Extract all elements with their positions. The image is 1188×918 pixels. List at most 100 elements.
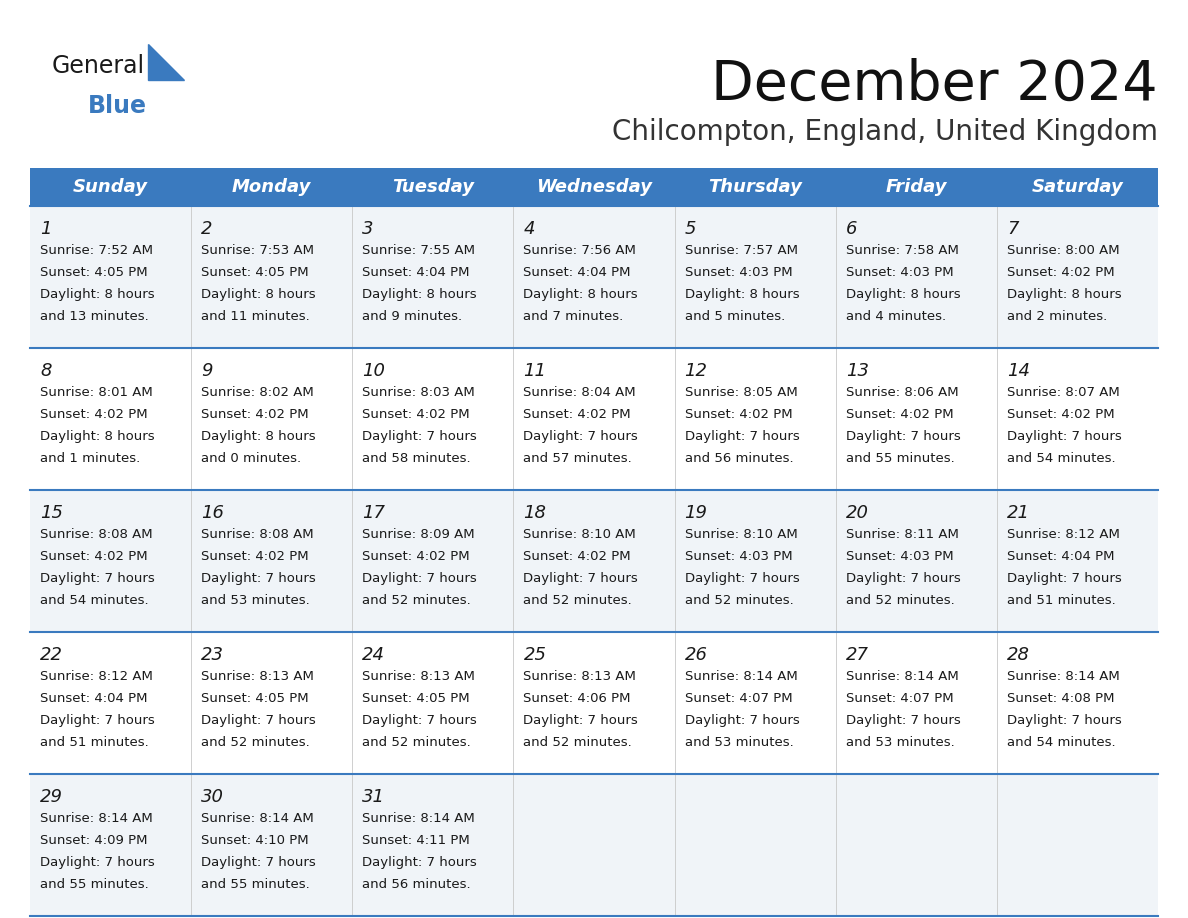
Text: and 0 minutes.: and 0 minutes.: [201, 452, 302, 465]
Bar: [30, 168, 1158, 206]
Text: 25: 25: [524, 646, 546, 664]
Text: Sunrise: 8:13 AM: Sunrise: 8:13 AM: [524, 670, 637, 683]
Text: Sunrise: 8:12 AM: Sunrise: 8:12 AM: [40, 670, 153, 683]
Text: Sunrise: 7:56 AM: Sunrise: 7:56 AM: [524, 244, 637, 257]
Text: Daylight: 8 hours: Daylight: 8 hours: [1007, 288, 1121, 301]
Text: Sunrise: 8:13 AM: Sunrise: 8:13 AM: [362, 670, 475, 683]
Text: Sunset: 4:03 PM: Sunset: 4:03 PM: [684, 550, 792, 563]
Text: Sunrise: 8:07 AM: Sunrise: 8:07 AM: [1007, 386, 1119, 399]
Text: Friday: Friday: [885, 178, 947, 196]
Text: and 53 minutes.: and 53 minutes.: [684, 736, 794, 749]
Text: Sunrise: 7:55 AM: Sunrise: 7:55 AM: [362, 244, 475, 257]
Text: Sunset: 4:02 PM: Sunset: 4:02 PM: [846, 408, 953, 421]
Text: 31: 31: [362, 788, 385, 806]
Text: Sunset: 4:04 PM: Sunset: 4:04 PM: [524, 266, 631, 279]
Text: 4: 4: [524, 220, 535, 238]
Text: and 55 minutes.: and 55 minutes.: [40, 878, 148, 891]
Text: and 55 minutes.: and 55 minutes.: [846, 452, 954, 465]
Text: 14: 14: [1007, 362, 1030, 380]
Text: Daylight: 7 hours: Daylight: 7 hours: [684, 430, 800, 443]
Text: Sunset: 4:02 PM: Sunset: 4:02 PM: [362, 550, 470, 563]
Text: Sunset: 4:02 PM: Sunset: 4:02 PM: [1007, 266, 1114, 279]
Text: and 52 minutes.: and 52 minutes.: [362, 594, 470, 607]
Text: Daylight: 8 hours: Daylight: 8 hours: [201, 288, 316, 301]
Text: General: General: [52, 54, 145, 78]
Text: Daylight: 7 hours: Daylight: 7 hours: [40, 856, 154, 869]
Text: and 54 minutes.: and 54 minutes.: [40, 594, 148, 607]
Text: Sunrise: 7:53 AM: Sunrise: 7:53 AM: [201, 244, 314, 257]
Text: Sunset: 4:09 PM: Sunset: 4:09 PM: [40, 834, 147, 847]
Text: Sunrise: 8:14 AM: Sunrise: 8:14 AM: [846, 670, 959, 683]
Text: Daylight: 7 hours: Daylight: 7 hours: [846, 430, 960, 443]
Text: and 9 minutes.: and 9 minutes.: [362, 310, 462, 323]
Text: Blue: Blue: [88, 94, 147, 118]
Text: Daylight: 7 hours: Daylight: 7 hours: [1007, 714, 1121, 727]
Text: Daylight: 7 hours: Daylight: 7 hours: [684, 572, 800, 585]
Bar: [30, 490, 1158, 632]
Text: Sunset: 4:11 PM: Sunset: 4:11 PM: [362, 834, 470, 847]
Text: and 51 minutes.: and 51 minutes.: [1007, 594, 1116, 607]
Text: Daylight: 7 hours: Daylight: 7 hours: [201, 856, 316, 869]
Text: 20: 20: [846, 504, 868, 522]
Text: and 55 minutes.: and 55 minutes.: [201, 878, 310, 891]
Text: and 52 minutes.: and 52 minutes.: [524, 736, 632, 749]
Text: and 52 minutes.: and 52 minutes.: [846, 594, 954, 607]
Text: Chilcompton, England, United Kingdom: Chilcompton, England, United Kingdom: [612, 118, 1158, 146]
Text: Sunrise: 8:01 AM: Sunrise: 8:01 AM: [40, 386, 153, 399]
Text: Sunset: 4:03 PM: Sunset: 4:03 PM: [846, 266, 953, 279]
Text: Sunrise: 7:52 AM: Sunrise: 7:52 AM: [40, 244, 153, 257]
Text: Sunset: 4:02 PM: Sunset: 4:02 PM: [524, 550, 631, 563]
Text: 29: 29: [40, 788, 63, 806]
Bar: [30, 774, 1158, 916]
Text: 12: 12: [684, 362, 708, 380]
Text: Daylight: 7 hours: Daylight: 7 hours: [362, 714, 478, 727]
Text: 21: 21: [1007, 504, 1030, 522]
Text: 17: 17: [362, 504, 385, 522]
Text: Sunrise: 8:10 AM: Sunrise: 8:10 AM: [524, 528, 637, 541]
Text: Wednesday: Wednesday: [536, 178, 652, 196]
Text: 13: 13: [846, 362, 868, 380]
Text: Sunset: 4:06 PM: Sunset: 4:06 PM: [524, 692, 631, 705]
Text: Sunrise: 8:08 AM: Sunrise: 8:08 AM: [40, 528, 152, 541]
Text: Sunset: 4:02 PM: Sunset: 4:02 PM: [201, 550, 309, 563]
Text: Sunrise: 8:04 AM: Sunrise: 8:04 AM: [524, 386, 636, 399]
Text: Sunrise: 8:14 AM: Sunrise: 8:14 AM: [201, 812, 314, 825]
Text: and 7 minutes.: and 7 minutes.: [524, 310, 624, 323]
Text: Sunset: 4:08 PM: Sunset: 4:08 PM: [1007, 692, 1114, 705]
Text: Thursday: Thursday: [708, 178, 802, 196]
Text: Daylight: 7 hours: Daylight: 7 hours: [201, 714, 316, 727]
Text: Sunday: Sunday: [74, 178, 148, 196]
Text: Sunrise: 8:11 AM: Sunrise: 8:11 AM: [846, 528, 959, 541]
Text: Daylight: 7 hours: Daylight: 7 hours: [524, 430, 638, 443]
Text: and 56 minutes.: and 56 minutes.: [362, 878, 470, 891]
Text: 19: 19: [684, 504, 708, 522]
Text: Sunset: 4:05 PM: Sunset: 4:05 PM: [40, 266, 147, 279]
Text: Sunset: 4:05 PM: Sunset: 4:05 PM: [362, 692, 470, 705]
Text: Sunset: 4:04 PM: Sunset: 4:04 PM: [40, 692, 147, 705]
Text: Sunset: 4:05 PM: Sunset: 4:05 PM: [201, 692, 309, 705]
Text: 22: 22: [40, 646, 63, 664]
Text: 24: 24: [362, 646, 385, 664]
Text: and 57 minutes.: and 57 minutes.: [524, 452, 632, 465]
Text: Sunrise: 8:13 AM: Sunrise: 8:13 AM: [201, 670, 314, 683]
Text: Sunrise: 8:14 AM: Sunrise: 8:14 AM: [40, 812, 153, 825]
Text: and 2 minutes.: and 2 minutes.: [1007, 310, 1107, 323]
Text: Sunrise: 8:14 AM: Sunrise: 8:14 AM: [362, 812, 475, 825]
Text: 27: 27: [846, 646, 868, 664]
Text: and 54 minutes.: and 54 minutes.: [1007, 736, 1116, 749]
Text: 7: 7: [1007, 220, 1018, 238]
Text: Daylight: 8 hours: Daylight: 8 hours: [40, 430, 154, 443]
Text: Sunset: 4:02 PM: Sunset: 4:02 PM: [1007, 408, 1114, 421]
Text: 8: 8: [40, 362, 51, 380]
Bar: [30, 348, 1158, 490]
Text: and 11 minutes.: and 11 minutes.: [201, 310, 310, 323]
Text: 23: 23: [201, 646, 225, 664]
Text: and 5 minutes.: and 5 minutes.: [684, 310, 785, 323]
Text: 9: 9: [201, 362, 213, 380]
Text: 16: 16: [201, 504, 225, 522]
Text: December 2024: December 2024: [712, 58, 1158, 112]
Text: Daylight: 8 hours: Daylight: 8 hours: [524, 288, 638, 301]
Text: Sunrise: 8:12 AM: Sunrise: 8:12 AM: [1007, 528, 1120, 541]
Text: Sunrise: 7:58 AM: Sunrise: 7:58 AM: [846, 244, 959, 257]
Text: 2: 2: [201, 220, 213, 238]
